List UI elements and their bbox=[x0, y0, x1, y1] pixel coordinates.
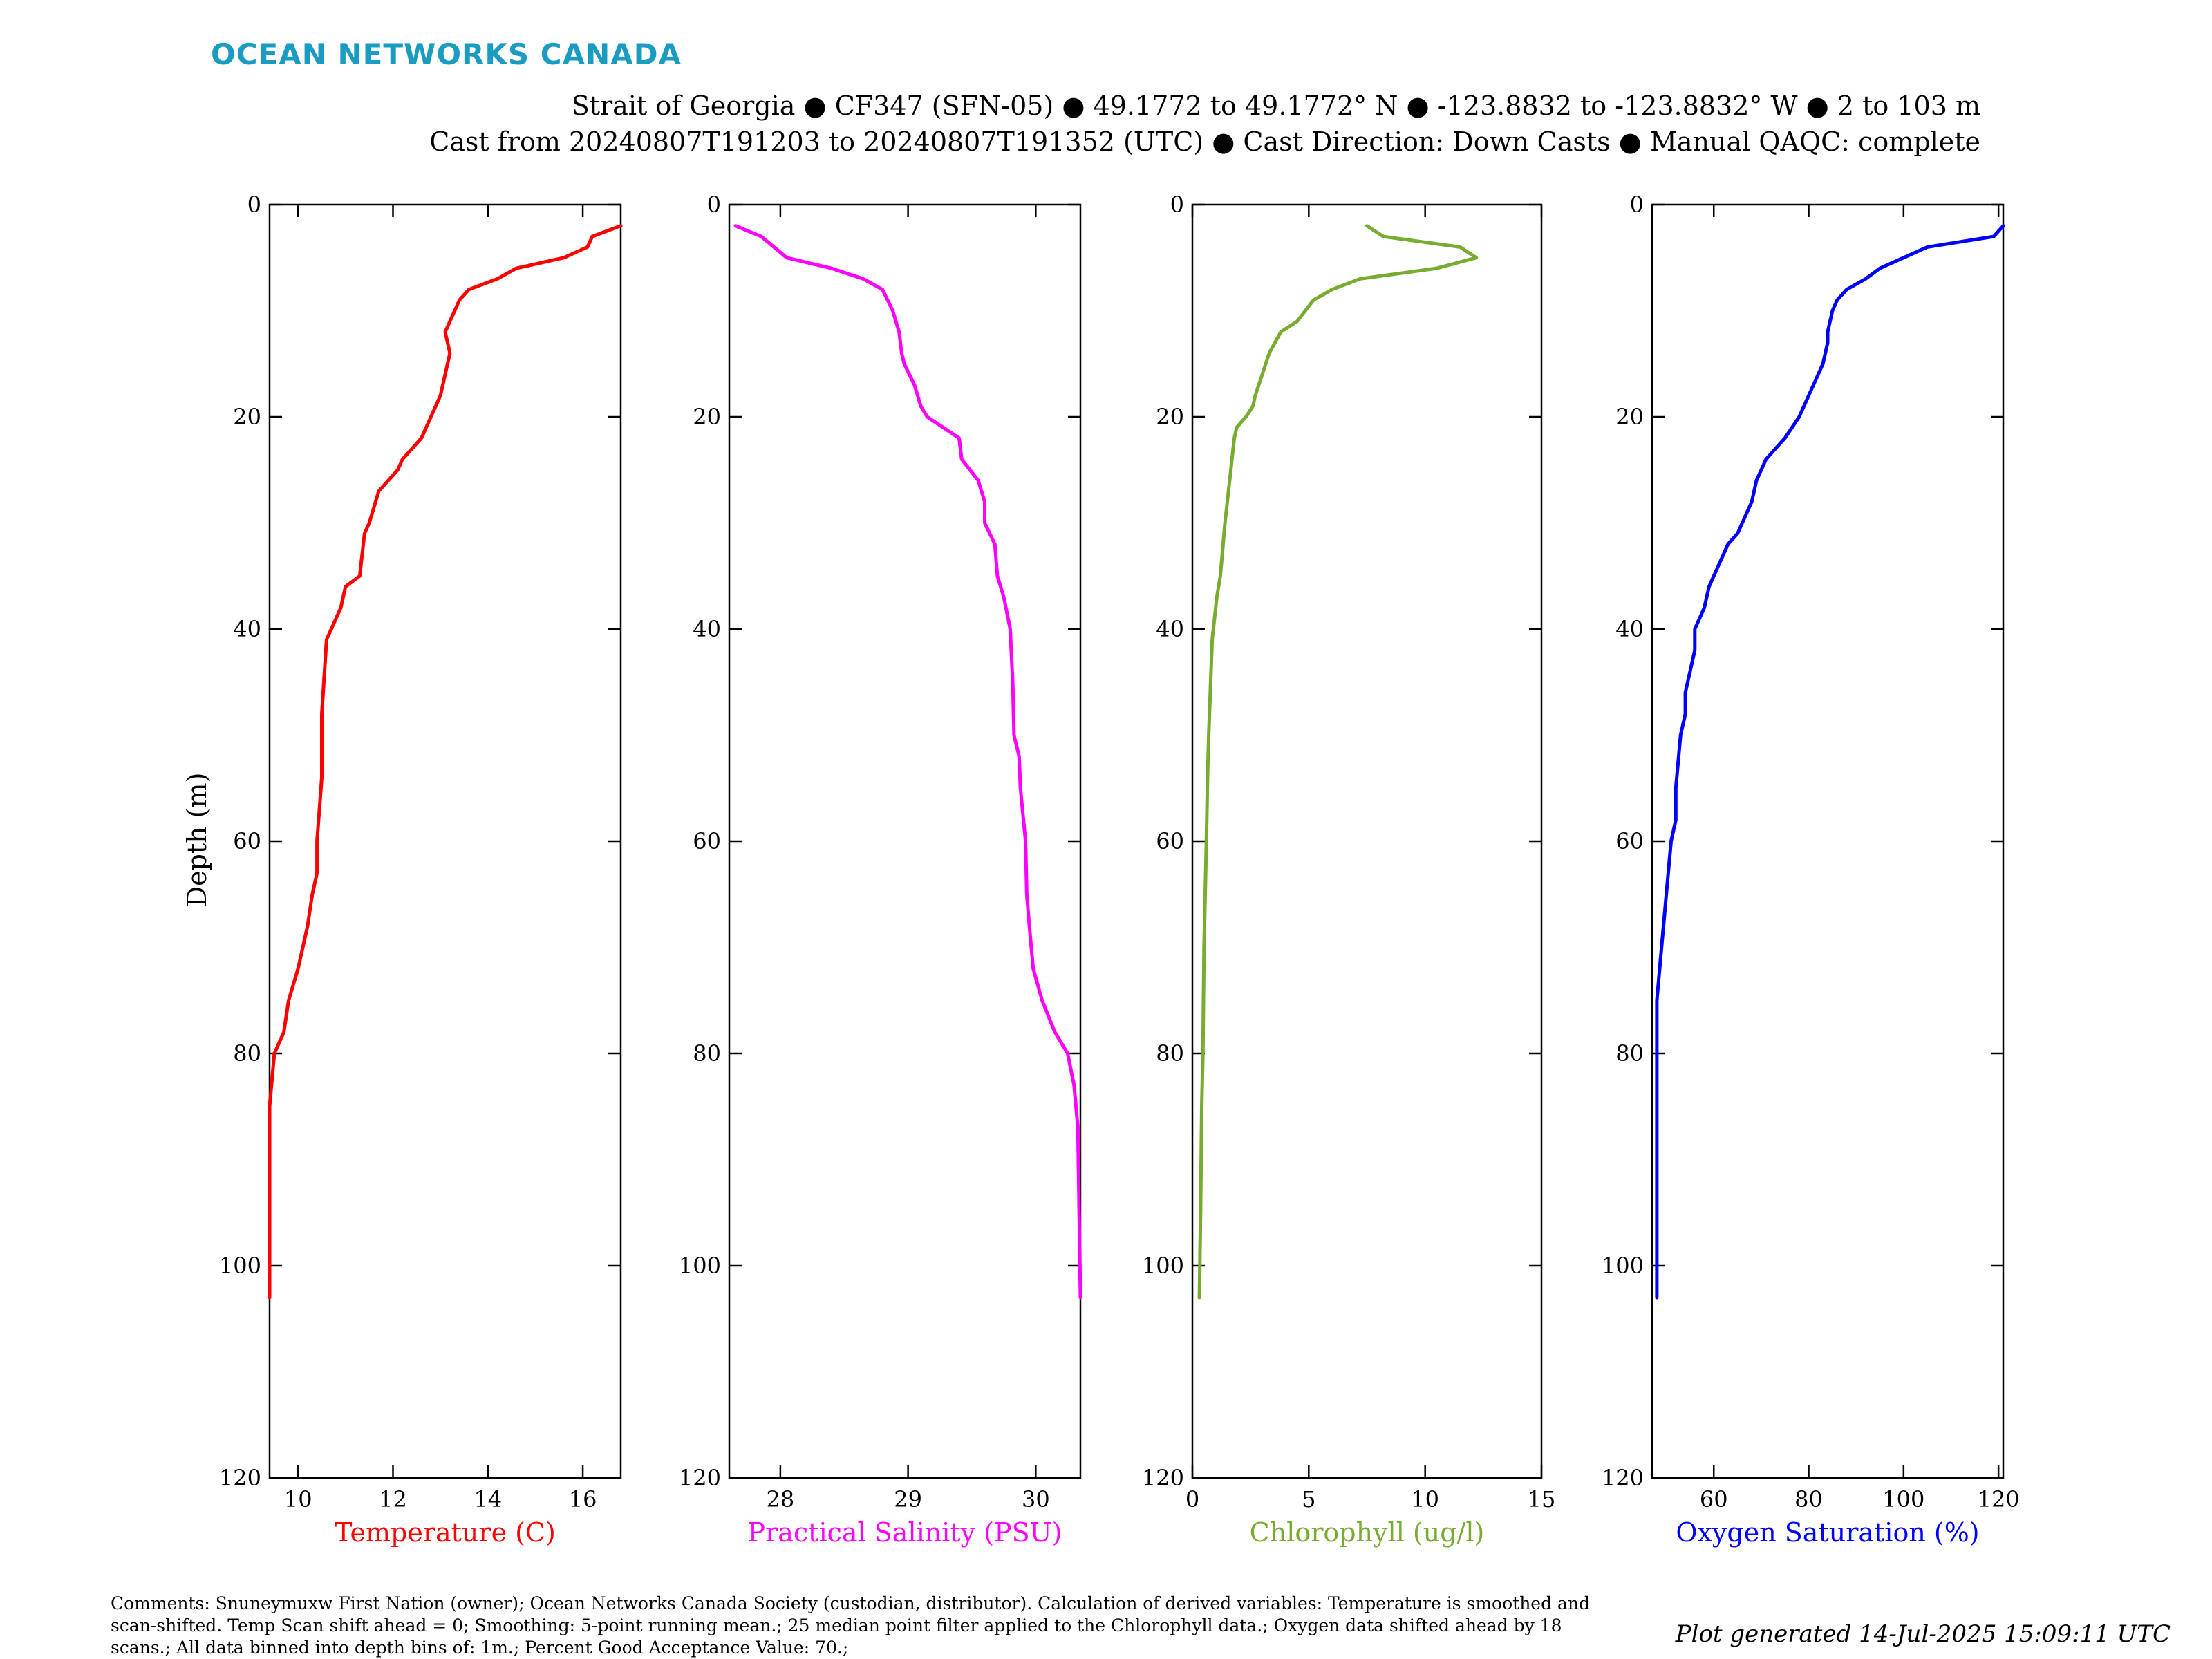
oxygen-profile-line bbox=[1655, 224, 2005, 1300]
oxygen-xtick-label: 100 bbox=[1882, 1486, 1924, 1512]
temperature-ytick-label: 40 bbox=[233, 616, 261, 642]
salinity-ytick-label: 20 bbox=[693, 404, 721, 430]
chlorophyll-axes-frame bbox=[1191, 203, 1543, 1479]
chlorophyll-ytick-label: 60 bbox=[1156, 828, 1184, 854]
oxygen-xtick-label: 60 bbox=[1700, 1486, 1728, 1512]
temperature-ytick-label: 20 bbox=[233, 404, 261, 430]
oxygen-axes-frame bbox=[1651, 203, 2005, 1479]
temperature-profile-line bbox=[268, 224, 623, 1300]
oxygen-ytick-label: 40 bbox=[1615, 616, 1644, 642]
temperature-xtick-label: 10 bbox=[284, 1486, 312, 1512]
salinity-axes-frame bbox=[728, 203, 1082, 1479]
salinity-ytick-label: 80 bbox=[693, 1040, 721, 1067]
salinity-ytick-label: 0 bbox=[707, 191, 721, 218]
temperature-ytick-label: 80 bbox=[233, 1040, 261, 1067]
temperature-axis-label: Temperature (C) bbox=[335, 1517, 556, 1548]
comment-line-1: Comments: Snuneymuxw First Nation (owner… bbox=[111, 1593, 1590, 1613]
chlorophyll-ytick-label: 40 bbox=[1156, 616, 1184, 642]
chlorophyll-ytick-label: 20 bbox=[1156, 404, 1184, 430]
temperature-ytick-label: 100 bbox=[219, 1253, 261, 1279]
oxygen-axis-label: Oxygen Saturation (%) bbox=[1676, 1517, 1979, 1548]
temperature-ytick-label: 60 bbox=[233, 828, 261, 854]
plot-generated-timestamp: Plot generated 14-Jul-2025 15:09:11 UTC bbox=[1675, 1620, 2171, 1648]
oxygen-xtick-label: 120 bbox=[1978, 1486, 2020, 1512]
chlorophyll-xtick-label: 15 bbox=[1528, 1486, 1556, 1512]
chlorophyll-ytick-label: 100 bbox=[1142, 1253, 1184, 1279]
temperature-xtick-label: 16 bbox=[569, 1486, 597, 1512]
comment-line-3: scans.; All data binned into depth bins … bbox=[111, 1638, 848, 1658]
salinity-panel: 0 20 40 60 80 100 120 28 29 30 Practical Salinity … bbox=[679, 191, 1082, 1548]
chlorophyll-ytick-label: 0 bbox=[1170, 191, 1184, 218]
salinity-profile-line bbox=[733, 224, 1082, 1300]
salinity-xtick-label: 30 bbox=[1022, 1486, 1050, 1512]
salinity-ytick-label: 60 bbox=[693, 828, 721, 854]
oxygen-ytick-label: 120 bbox=[1602, 1465, 1644, 1491]
temperature-ytick-label: 0 bbox=[247, 191, 261, 218]
header-cast-line: Cast from 20240807T191203 to 20240807T19… bbox=[429, 126, 1980, 157]
comment-line-2: scan-shifted. Temp Scan shift ahead = 0;… bbox=[111, 1615, 1562, 1635]
oxygen-ytick-label: 0 bbox=[1630, 191, 1644, 218]
salinity-ytick-label: 40 bbox=[693, 616, 721, 642]
oxygen-ytick-label: 60 bbox=[1615, 828, 1644, 854]
salinity-ytick-label: 120 bbox=[679, 1465, 721, 1491]
depth-axis-label: Depth (m) bbox=[182, 773, 212, 908]
oxygen-ytick-label: 20 bbox=[1615, 404, 1644, 430]
temperature-xtick-label: 12 bbox=[379, 1486, 407, 1512]
temperature-axes-frame bbox=[268, 203, 622, 1479]
oxygen-xtick-label: 80 bbox=[1794, 1486, 1823, 1512]
chlorophyll-xtick-label: 10 bbox=[1411, 1486, 1439, 1512]
chlorophyll-xtick-label: 0 bbox=[1185, 1486, 1199, 1512]
chlorophyll-axis-label: Chlorophyll (ug/l) bbox=[1250, 1517, 1485, 1548]
temperature-panel: 0 20 40 60 80 100 120 10 12 14 16 Temperature (C) bbox=[219, 191, 623, 1548]
chlorophyll-ytick-label: 80 bbox=[1156, 1040, 1184, 1067]
temperature-xtick-label: 14 bbox=[474, 1486, 502, 1512]
oxygen-panel: 0 20 40 60 80 100 120 60 80 100 120 Oxygen Saturati… bbox=[1602, 191, 2020, 1548]
salinity-ytick-label: 100 bbox=[679, 1253, 721, 1279]
brand-logo-text: OCEAN NETWORKS CANADA bbox=[211, 37, 682, 71]
chlorophyll-xtick-label: 5 bbox=[1302, 1486, 1315, 1512]
chlorophyll-ytick-label: 120 bbox=[1142, 1465, 1184, 1491]
salinity-xtick-label: 28 bbox=[767, 1486, 795, 1512]
temperature-ytick-label: 120 bbox=[219, 1465, 261, 1491]
header-location-line: Strait of Georgia ● CF347 (SFN-05) ● 49.… bbox=[572, 91, 1980, 121]
oxygen-ytick-label: 100 bbox=[1602, 1253, 1644, 1279]
salinity-axis-label: Practical Salinity (PSU) bbox=[748, 1517, 1062, 1548]
chlorophyll-profile-line bbox=[1197, 224, 1479, 1300]
oxygen-ytick-label: 80 bbox=[1615, 1040, 1644, 1067]
salinity-xtick-label: 29 bbox=[894, 1486, 922, 1512]
